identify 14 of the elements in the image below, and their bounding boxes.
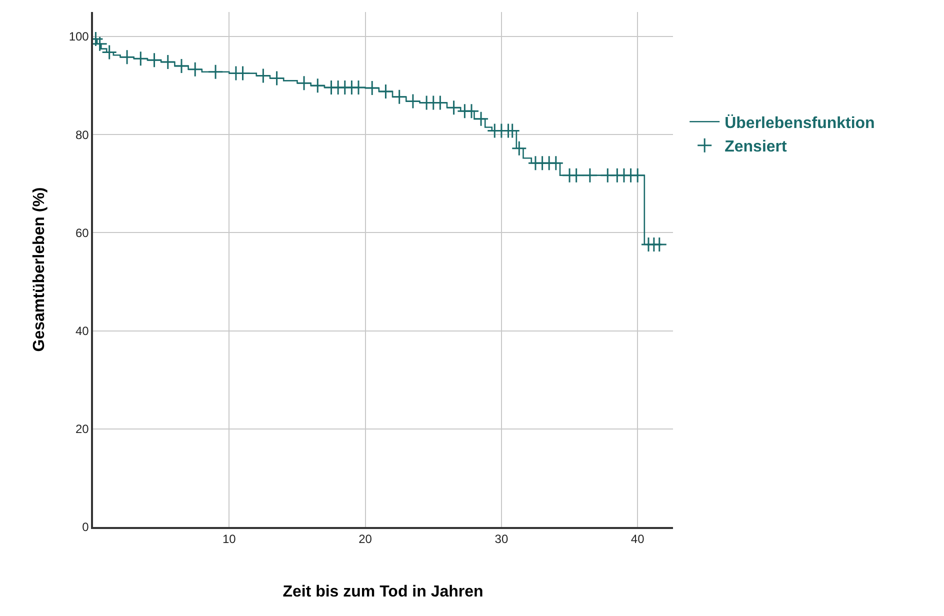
x-tick-label: 10 [222,532,236,546]
y-tick-label: 20 [75,422,90,436]
y-tick-label: 60 [75,226,90,240]
y-axis-title: Gesamtüberleben (%) [31,187,48,352]
x-tick-label: 30 [494,532,508,546]
y-tick-label: 0 [82,520,90,534]
legend-label: Überlebensfunktion [724,114,875,132]
y-tick-label: 100 [68,30,90,44]
x-axis-title: Zeit bis zum Tod in Jahren [282,583,484,600]
x-tick-label: 40 [630,532,645,546]
y-tick-label: 80 [75,128,90,142]
y-tick-label: 40 [75,324,90,338]
legend-label: Zensiert [724,138,788,156]
x-tick-label: 20 [358,532,372,546]
